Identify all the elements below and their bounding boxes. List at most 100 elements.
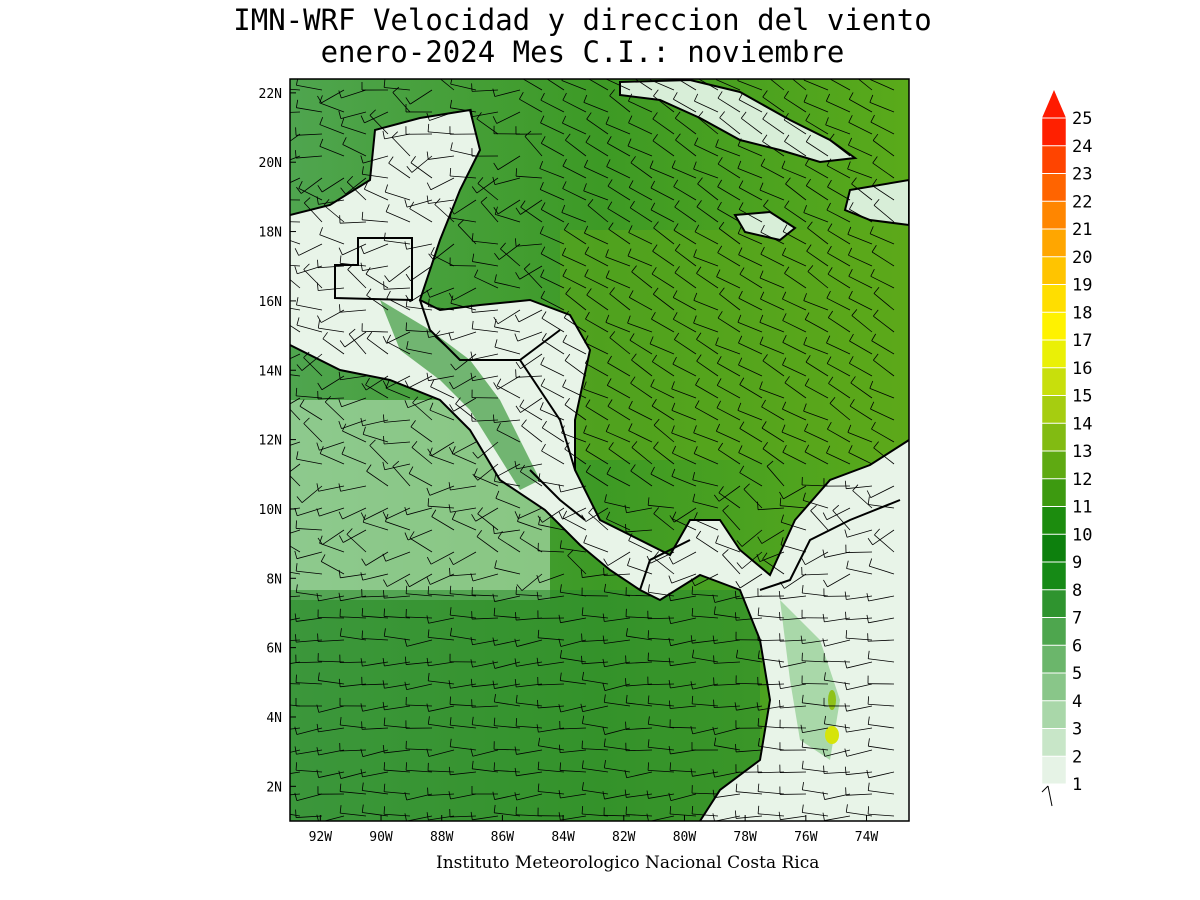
wind-barb bbox=[602, 613, 631, 622]
wind-barb bbox=[494, 339, 521, 355]
wind-barb bbox=[719, 111, 741, 135]
wind-barb bbox=[496, 422, 521, 443]
wind-barb bbox=[718, 221, 741, 245]
wind-barb bbox=[629, 200, 653, 223]
wind-barb bbox=[607, 399, 631, 421]
wind-barb bbox=[801, 567, 829, 576]
wind-barb bbox=[408, 466, 433, 487]
wind-barb bbox=[319, 138, 345, 157]
wind-barb bbox=[448, 791, 477, 800]
legend-level-label: 5 bbox=[1072, 664, 1082, 684]
wind-barb bbox=[783, 90, 807, 113]
wind-barb bbox=[412, 396, 433, 421]
wind-barb bbox=[871, 421, 895, 443]
wind-barb bbox=[427, 586, 455, 597]
wind-barb bbox=[712, 635, 741, 644]
wind-barb bbox=[540, 92, 565, 113]
wind-barb bbox=[290, 683, 301, 685]
lat-tick-label: 16N bbox=[259, 295, 282, 310]
wind-barb bbox=[290, 199, 301, 201]
wind-barb bbox=[848, 445, 873, 465]
wind-barb bbox=[382, 701, 411, 711]
wind-barb bbox=[782, 224, 807, 245]
wind-barb bbox=[404, 681, 433, 691]
legend-swatch bbox=[1041, 117, 1067, 146]
wind-barb bbox=[296, 451, 323, 465]
wind-barb bbox=[606, 378, 631, 399]
wind-barb bbox=[338, 243, 367, 256]
wind-barb bbox=[761, 421, 785, 443]
wind-barb bbox=[369, 109, 389, 135]
wind-barb bbox=[734, 590, 763, 600]
legend-swatch bbox=[1041, 506, 1067, 535]
wind-barb bbox=[677, 79, 697, 91]
wind-barb bbox=[317, 786, 345, 795]
wind-barb bbox=[779, 497, 807, 509]
wind-barb bbox=[471, 177, 499, 194]
legend-level-label: 6 bbox=[1072, 636, 1082, 656]
legend-swatch bbox=[1041, 395, 1067, 424]
wind-barb bbox=[779, 573, 807, 589]
wind-barb bbox=[609, 331, 631, 355]
wind-barb bbox=[383, 762, 411, 773]
legend-level-label: 19 bbox=[1072, 276, 1092, 296]
wind-barb bbox=[519, 92, 543, 113]
wind-barb bbox=[652, 112, 675, 135]
wind-barb bbox=[363, 181, 389, 201]
lon-tick-label: 88W bbox=[430, 830, 454, 845]
wind-barb bbox=[629, 333, 653, 355]
wind-barb bbox=[562, 92, 587, 113]
wind-barb bbox=[427, 441, 455, 456]
wind-barb bbox=[822, 638, 851, 647]
legend-level-label: 25 bbox=[1072, 109, 1092, 129]
wind-barb bbox=[581, 507, 609, 522]
wind-barb bbox=[760, 158, 785, 179]
wind-barb bbox=[339, 743, 367, 752]
wind-barb bbox=[449, 257, 477, 267]
wind-barb bbox=[448, 766, 477, 776]
wind-barb bbox=[383, 628, 411, 641]
wind-barb bbox=[803, 293, 829, 311]
wind-barb bbox=[766, 460, 785, 487]
wind-barb bbox=[290, 111, 301, 113]
wind-barb bbox=[536, 573, 565, 584]
wind-barb bbox=[494, 206, 521, 223]
wind-barb bbox=[448, 482, 477, 491]
lon-tick-label: 92W bbox=[309, 830, 333, 845]
wind-barb bbox=[735, 612, 763, 621]
wind-barb bbox=[713, 655, 741, 664]
wind-barb bbox=[784, 200, 807, 223]
wind-barb bbox=[757, 650, 785, 663]
wind-barb bbox=[628, 115, 653, 135]
wind-barb bbox=[762, 90, 785, 113]
wind-barb bbox=[426, 287, 455, 298]
wind-barb bbox=[338, 397, 367, 408]
wind-barb bbox=[805, 134, 829, 157]
wind-barb bbox=[514, 638, 543, 647]
wind-barb bbox=[609, 287, 631, 311]
legend-swatch bbox=[1041, 339, 1067, 368]
lat-tick-label: 22N bbox=[259, 87, 282, 102]
wind-barb bbox=[804, 444, 829, 465]
wind-barb bbox=[562, 268, 587, 289]
lat-tick-label: 6N bbox=[266, 642, 282, 657]
wind-barb bbox=[625, 587, 653, 597]
wind-barb bbox=[427, 629, 455, 641]
wind-barb bbox=[625, 721, 653, 730]
wind-barb bbox=[671, 445, 697, 465]
wind-barb bbox=[540, 290, 565, 311]
wind-barb bbox=[693, 249, 719, 267]
wind-barb bbox=[805, 113, 829, 135]
wind-barb bbox=[471, 699, 499, 708]
lat-tick-label: 14N bbox=[259, 364, 282, 379]
wind-barb bbox=[562, 115, 587, 135]
wind-barb bbox=[405, 740, 433, 751]
wind-barb bbox=[738, 247, 763, 267]
wind-barb bbox=[584, 335, 609, 355]
wind-barb bbox=[650, 466, 675, 487]
wind-barb bbox=[360, 155, 389, 164]
wind-barb bbox=[872, 178, 895, 201]
legend-level-label: 3 bbox=[1072, 720, 1082, 740]
wind-barb bbox=[362, 514, 389, 531]
wind-barb bbox=[404, 529, 433, 541]
